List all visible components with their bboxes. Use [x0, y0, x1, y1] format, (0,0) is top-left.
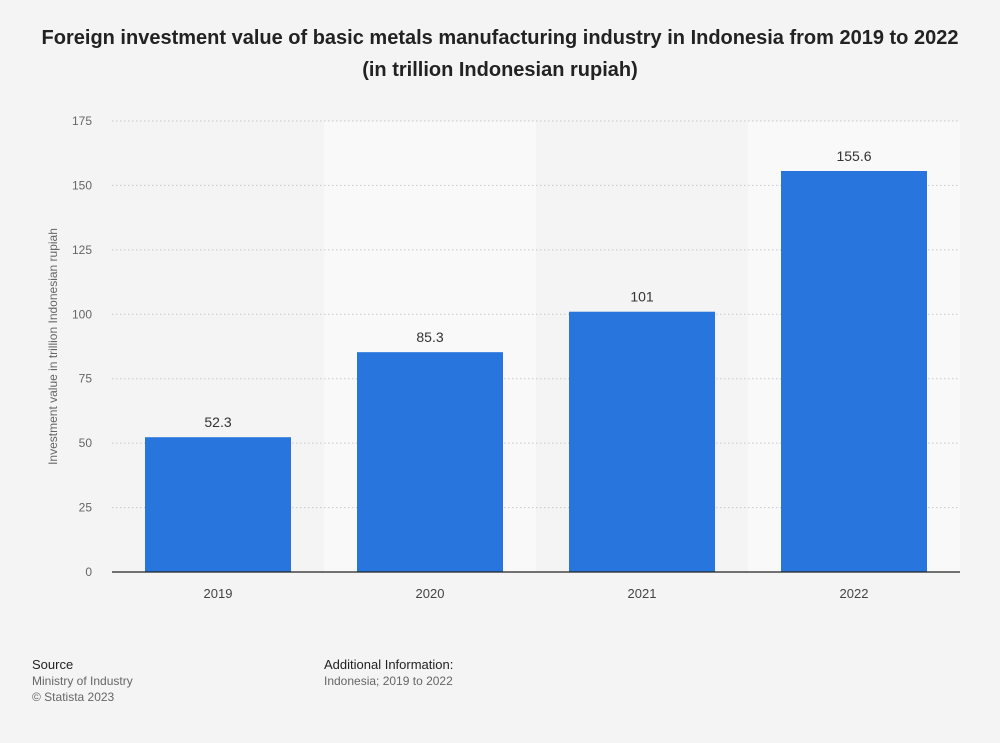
y-tick-label: 25: [79, 501, 93, 515]
bar[interactable]: [145, 437, 291, 572]
x-tick-label: 2022: [840, 586, 869, 601]
y-tick-label: 150: [72, 178, 92, 192]
x-tick-label: 2021: [628, 586, 657, 601]
bar[interactable]: [357, 352, 503, 572]
additional-info-block: Additional Information: Indonesia; 2019 …: [324, 657, 453, 689]
y-tick-label: 125: [72, 243, 92, 257]
bar-value-label: 155.6: [836, 148, 871, 164]
chart-title: Foreign investment value of basic metals…: [41, 27, 959, 81]
additional-info-text: Indonesia; 2019 to 2022: [324, 674, 453, 688]
bar-value-label: 85.3: [416, 329, 443, 345]
y-tick-label: 100: [72, 307, 92, 321]
y-tick-label: 50: [79, 436, 93, 450]
bar[interactable]: [781, 170, 927, 572]
source-block: Source Ministry of Industry © Statista 2…: [32, 657, 133, 705]
y-tick-label: 0: [85, 565, 92, 579]
x-tick-label: 2019: [204, 586, 233, 601]
copyright[interactable]: © Statista 2023: [32, 690, 115, 704]
source-heading: Source: [32, 657, 74, 672]
y-tick-label: 175: [72, 114, 92, 128]
bar-value-label: 52.3: [204, 414, 231, 430]
bar[interactable]: [569, 311, 715, 572]
y-tick-label: 75: [79, 372, 93, 386]
bar-value-label: 101: [630, 289, 654, 305]
y-axis-label: Investment value in trillion Indonesian …: [46, 228, 60, 465]
x-tick-label: 2020: [416, 586, 445, 601]
source-name[interactable]: Ministry of Industry: [32, 674, 133, 688]
additional-info-heading[interactable]: Additional Information:: [324, 657, 454, 672]
